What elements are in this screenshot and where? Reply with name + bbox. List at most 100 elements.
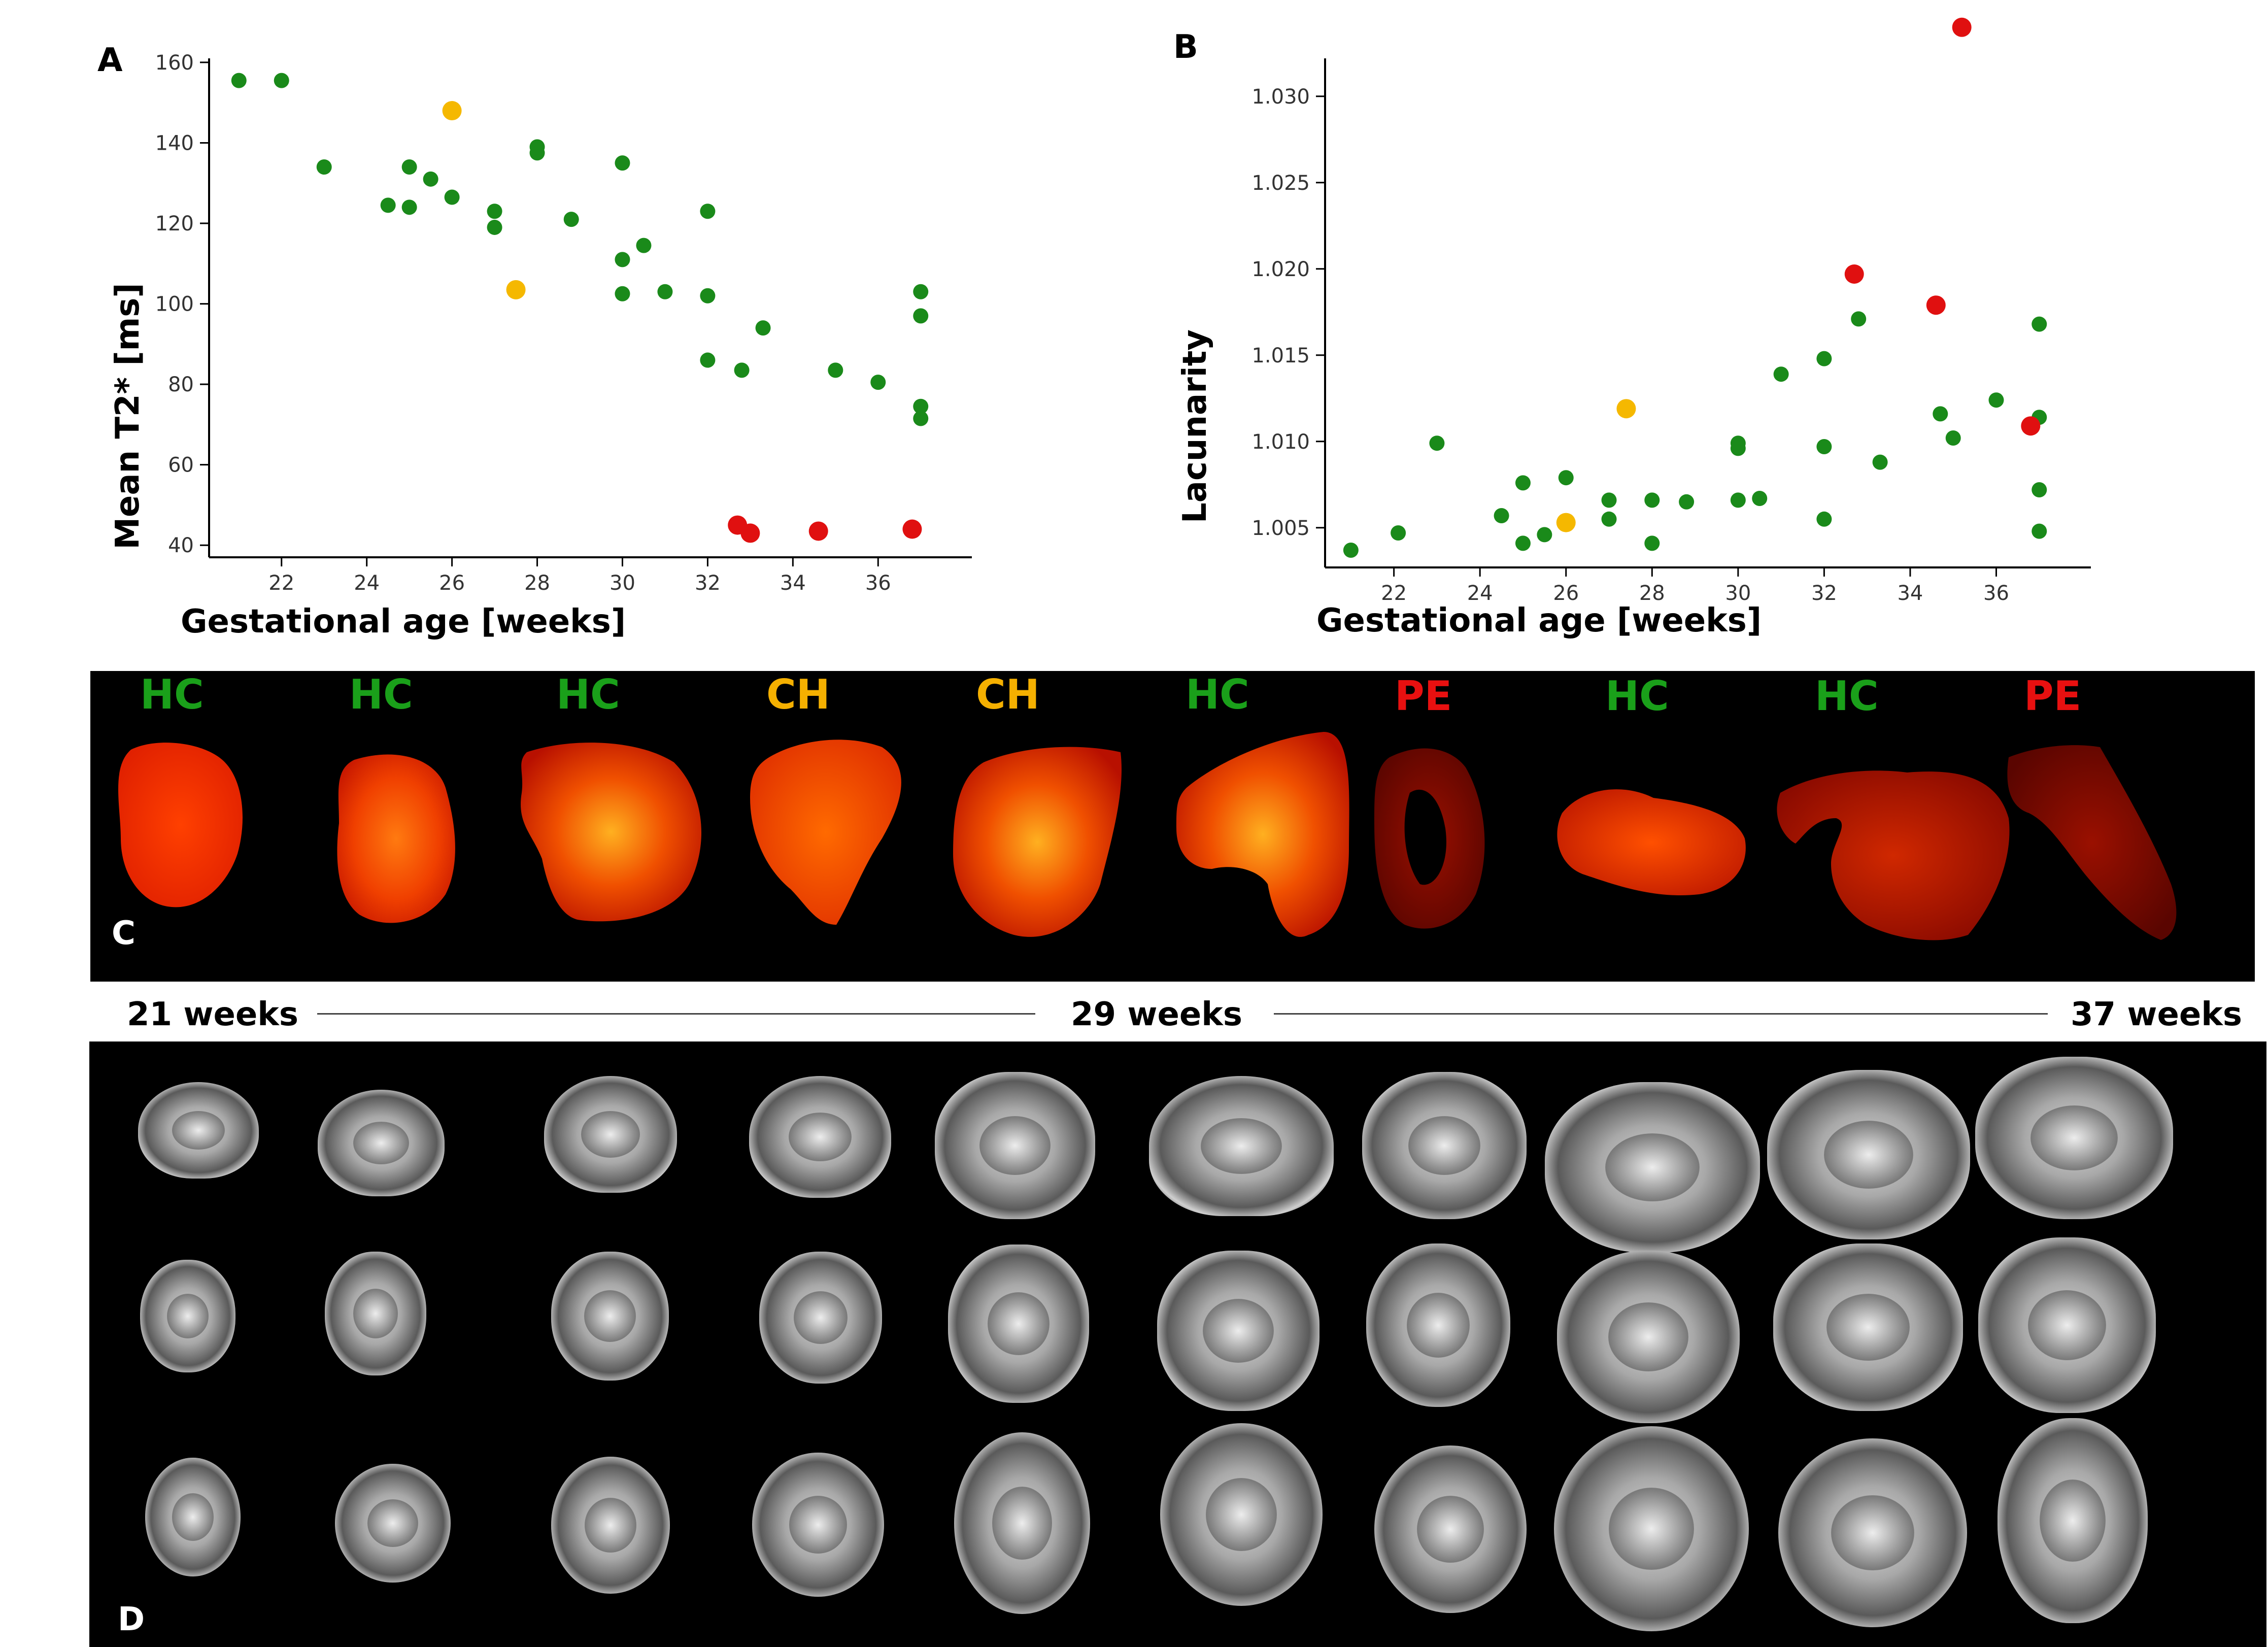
panel-c: HC HC HC CH CH HC PE HC HC PE C xyxy=(90,671,2255,982)
data-point-pe xyxy=(808,521,828,541)
data-point-hc xyxy=(316,159,332,175)
panel-c-label: HC xyxy=(1815,673,1879,720)
panel-c-label: CH xyxy=(766,671,830,718)
data-point-hc xyxy=(734,362,750,378)
mri-sagittal xyxy=(749,1076,891,1198)
placenta-map-8 xyxy=(1557,789,1746,895)
chart-b-ylabel: Lacunarity xyxy=(1176,329,1214,524)
data-point-hc xyxy=(870,375,886,390)
data-point-hc xyxy=(1816,439,1832,454)
mri-axial xyxy=(1554,1426,1749,1631)
data-point-ch xyxy=(1556,513,1576,532)
y-tick-label: 1.030 xyxy=(1251,85,1310,109)
timeline-middle: 29 weeks xyxy=(1071,996,1242,1033)
data-point-hc xyxy=(1391,525,1406,541)
panel-a-letter: A xyxy=(97,42,123,79)
mri-coronal xyxy=(1978,1237,2156,1413)
placenta-map-6 xyxy=(1176,732,1349,937)
mri-coronal xyxy=(325,1252,426,1375)
mri-coronal xyxy=(1157,1251,1319,1411)
data-point-hc xyxy=(1537,527,1552,543)
data-point-ch xyxy=(442,101,462,121)
placenta-map-2 xyxy=(337,754,455,923)
y-tick-label: 120 xyxy=(155,212,194,236)
mri-sagittal xyxy=(1767,1070,1970,1239)
data-point-ch xyxy=(1616,399,1636,419)
data-point-hc xyxy=(423,171,438,187)
data-point-pe xyxy=(1844,264,1864,284)
y-tick-label: 80 xyxy=(168,373,194,396)
mri-axial xyxy=(145,1458,241,1576)
data-point-hc xyxy=(615,155,630,171)
y-tick-label: 100 xyxy=(155,293,194,316)
data-point-hc xyxy=(1679,494,1695,510)
mri-coronal xyxy=(1773,1243,1963,1411)
data-point-hc xyxy=(1730,441,1746,456)
mri-coronal xyxy=(551,1252,669,1381)
data-point-hc xyxy=(401,199,417,215)
data-point-hc xyxy=(615,286,630,301)
chart-a-xlabel: Gestational age [weeks] xyxy=(181,603,626,641)
x-tick-label: 22 xyxy=(1381,582,1407,605)
mri-axial xyxy=(1998,1418,2148,1623)
data-point-hc xyxy=(1945,430,1961,446)
data-point-hc xyxy=(1816,351,1832,366)
panel-d-letter: D xyxy=(118,1601,145,1638)
mri-sagittal xyxy=(318,1090,445,1196)
panel-c-label: HC xyxy=(1605,673,1669,720)
panel-c-label: PE xyxy=(1395,673,1452,720)
data-point-hc xyxy=(1644,492,1660,508)
timeline-end: 37 weeks xyxy=(2071,996,2242,1033)
data-point-hc xyxy=(913,411,929,426)
panel-c-label: CH xyxy=(976,671,1040,718)
placenta-map-5 xyxy=(953,747,1122,937)
data-point-pe xyxy=(902,519,922,539)
data-point-hc xyxy=(1933,406,1948,422)
data-point-hc xyxy=(657,284,673,299)
x-tick-label: 36 xyxy=(865,572,891,595)
data-point-hc xyxy=(1601,511,1617,527)
x-tick-label: 26 xyxy=(1553,582,1579,605)
x-tick-label: 32 xyxy=(695,572,721,595)
mri-sagittal xyxy=(1362,1072,1527,1219)
data-point-hc xyxy=(913,308,929,324)
x-tick-label: 24 xyxy=(1467,582,1493,605)
placenta-map-4 xyxy=(750,740,901,925)
panel-c-label: HC xyxy=(1186,671,1249,718)
data-point-hc xyxy=(529,145,545,161)
mri-coronal xyxy=(1557,1251,1740,1423)
data-point-hc xyxy=(1851,311,1867,327)
data-point-hc xyxy=(636,238,652,253)
mri-axial xyxy=(1374,1446,1527,1613)
x-tick-label: 28 xyxy=(1639,582,1665,605)
data-point-hc xyxy=(828,362,843,378)
chart-a-ylabel: Mean T2* [ms] xyxy=(109,283,147,550)
mri-coronal xyxy=(1366,1243,1510,1407)
data-point-hc xyxy=(1730,492,1746,508)
y-tick-label: 1.010 xyxy=(1251,430,1310,454)
chart-b-xlabel: Gestational age [weeks] xyxy=(1316,602,1762,640)
mri-axial xyxy=(335,1464,451,1583)
mri-coronal xyxy=(140,1260,235,1372)
data-point-hc xyxy=(487,219,502,235)
data-point-pe xyxy=(1952,17,1972,37)
chart-a: 22 24 26 28 30 32 34 36 40 60 80 100 120 140 160 xyxy=(155,51,972,595)
y-tick-label: 1.005 xyxy=(1251,517,1310,540)
data-point-hc xyxy=(1773,366,1789,382)
data-point-pe xyxy=(1926,295,1946,315)
data-point-hc xyxy=(2032,523,2047,539)
panel-c-label: PE xyxy=(2024,673,2082,720)
x-tick-label: 24 xyxy=(354,572,380,595)
timeline-start: 21 weeks xyxy=(127,996,298,1033)
mri-coronal xyxy=(759,1252,882,1384)
x-tick-label: 34 xyxy=(780,572,806,595)
panel-c-letter: C xyxy=(112,915,136,952)
data-point-hc xyxy=(913,284,929,299)
x-tick-label: 32 xyxy=(1811,582,1837,605)
mri-axial xyxy=(954,1432,1090,1614)
mri-axial xyxy=(1778,1438,1967,1627)
placenta-map-7 xyxy=(1374,748,1485,929)
data-point-hc xyxy=(2032,316,2047,332)
data-point-hc xyxy=(1515,535,1531,551)
y-tick-label: 60 xyxy=(168,454,194,477)
